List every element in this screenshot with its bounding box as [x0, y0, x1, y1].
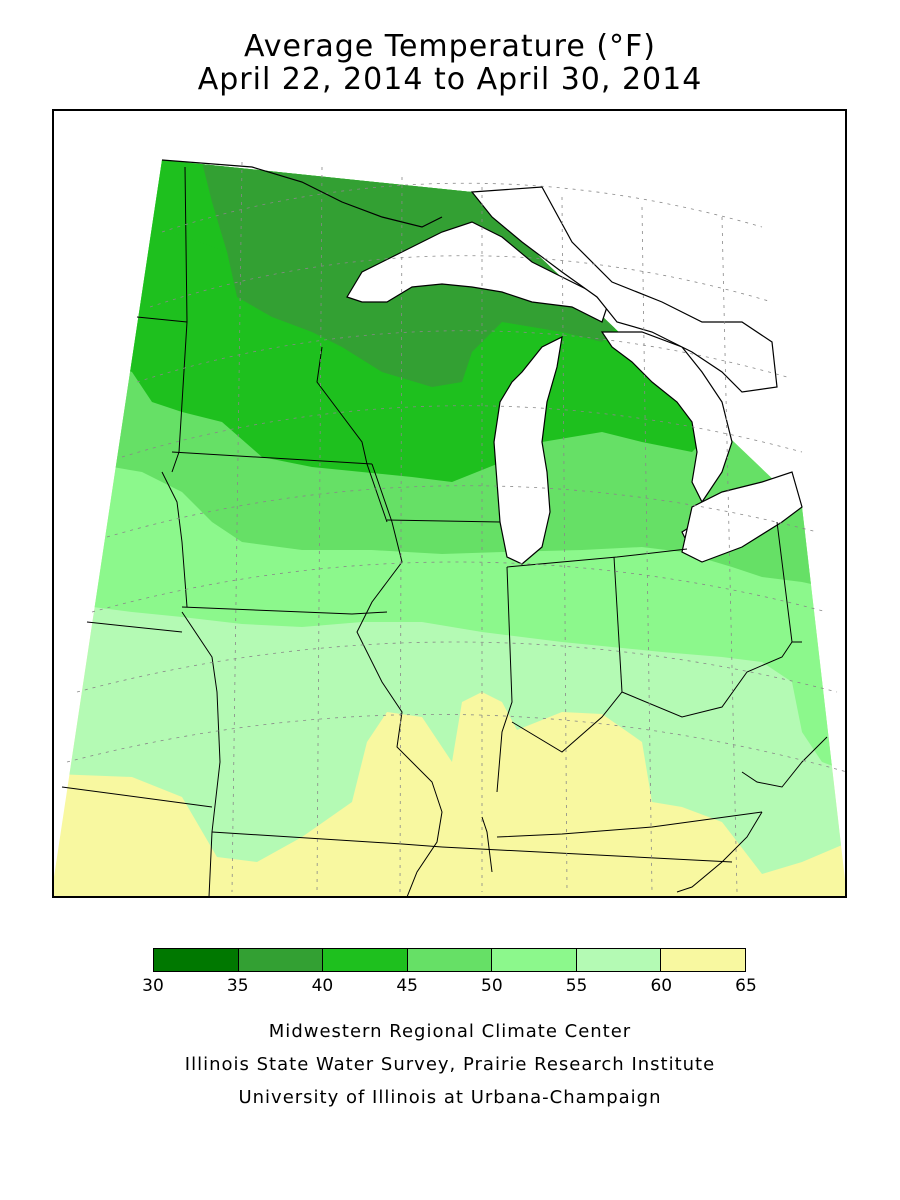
legend-swatch-2: [323, 949, 408, 971]
temperature-map: [52, 109, 847, 898]
border-mo-ks: [181, 611, 221, 896]
border-ia-mo: [181, 606, 388, 615]
lake-michigan: [493, 335, 563, 565]
zone-45-50-west: [167, 232, 237, 332]
canada-ontario-white: [681, 471, 803, 563]
border-ms-r: [481, 816, 493, 873]
legend-swatch-0: [154, 949, 239, 971]
legend-tick-label: 40: [311, 976, 334, 996]
border-mn-wi: [316, 346, 388, 523]
border-ky-tn: [496, 811, 763, 838]
great-lakes: [346, 186, 803, 565]
border-tn-ms: [441, 846, 733, 863]
legend-tick-label: 55: [565, 976, 588, 996]
border-ohio-river: [511, 641, 793, 753]
border-mo-ar: [211, 831, 443, 848]
border-sd-ia: [161, 471, 188, 608]
lake-superior: [346, 221, 608, 323]
map-domain-outline: [161, 159, 443, 228]
border-mississippi: [356, 463, 443, 896]
border-ky-wv: [741, 736, 828, 788]
legend-tick-label: 60: [650, 976, 673, 996]
map-date-range: April 22, 2014 to April 30, 2014: [197, 62, 703, 97]
state-boundaries: [61, 166, 828, 896]
legend-swatch-6: [661, 949, 746, 971]
border-ok-ks: [61, 786, 213, 808]
legend-ticks: 30 35 40 45 50 55 60 65: [0, 976, 900, 1000]
map-svg: [54, 159, 845, 896]
upper-region-white: [470, 186, 778, 393]
border-mn-ia: [171, 451, 373, 465]
legend-swatch-4: [492, 949, 577, 971]
legend-swatch-3: [407, 949, 493, 971]
border-wv-va: [676, 811, 763, 893]
legend-swatch-1: [238, 949, 324, 971]
legend-tick-label: 50: [481, 976, 503, 996]
credit-line-3: University of Illinois at Urbana-Champai…: [238, 1087, 662, 1108]
border-in-oh: [613, 556, 623, 693]
credit-line-2: Illinois State Water Survey, Prairie Res…: [184, 1054, 716, 1075]
border-nd-mn: [171, 166, 188, 473]
color-legend: [153, 948, 746, 972]
legend-tick-label: 35: [226, 976, 249, 996]
lake-huron: [600, 331, 733, 504]
map-title: Average Temperature (°F): [244, 29, 656, 64]
legend-tick-label: 30: [142, 976, 164, 996]
legend-tick-label: 65: [735, 976, 757, 996]
border-il-in: [496, 566, 513, 793]
legend-swatch-5: [576, 949, 662, 971]
border-ks-ne: [86, 621, 183, 633]
credit-line-1: Midwestern Regional Climate Center: [268, 1021, 632, 1042]
legend-tick-label: 45: [396, 976, 418, 996]
border-mi-in-oh: [506, 548, 688, 568]
border-wi-il: [386, 519, 501, 523]
graticule: [66, 161, 845, 893]
border-ne-sd: [136, 316, 188, 323]
